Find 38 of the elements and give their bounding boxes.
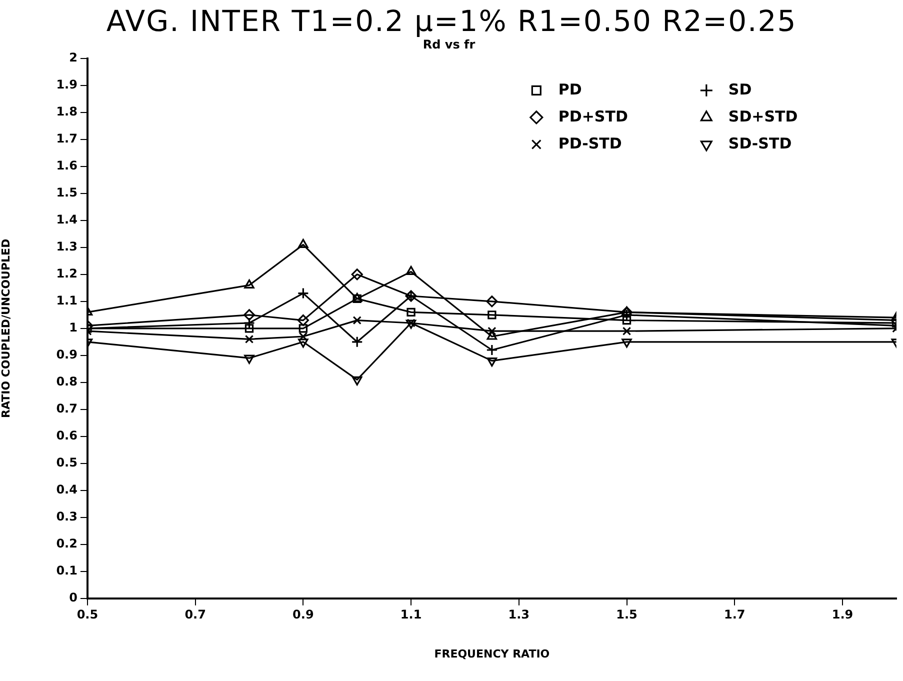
- legend-label: PD+STD: [558, 107, 628, 126]
- x-tick-label: 1.9: [832, 608, 854, 622]
- x-tick-label: 1.5: [616, 608, 638, 622]
- y-tick-label: 0: [69, 590, 78, 605]
- legend-label: PD-STD: [558, 134, 622, 152]
- y-tick-label: 1.3: [56, 240, 78, 254]
- legend-label: SD: [728, 80, 752, 98]
- y-axis-title: RATIO COUPLED/UNCOUPLED: [0, 238, 12, 418]
- y-tick-label: 1.8: [56, 104, 78, 119]
- x-tick-label: 0.9: [292, 608, 314, 622]
- x-tick-label: 1.1: [400, 608, 422, 622]
- y-tick-label: 2: [69, 50, 78, 65]
- chart-subtitle: Rd vs fr: [422, 37, 476, 52]
- y-tick-label: 1.2: [56, 266, 78, 281]
- y-tick-label: 0.8: [56, 374, 78, 389]
- y-tick-label: 1: [69, 320, 78, 335]
- legend-label: PD: [558, 80, 582, 98]
- x-tick-label: 1.7: [724, 608, 746, 622]
- x-axis-title: FREQUENCY RATIO: [434, 647, 550, 660]
- y-tick-label: 0.1: [56, 564, 78, 578]
- legend-label: SD-STD: [728, 134, 792, 152]
- y-tick-label: 0.6: [56, 428, 78, 443]
- y-tick-label: 1.1: [56, 294, 78, 308]
- y-tick-label: 0.4: [56, 482, 78, 497]
- chart-title: AVG. INTER T1=0.2 μ=1% R1=0.50 R2=0.25: [105, 4, 798, 38]
- y-tick-label: 0.5: [56, 456, 78, 470]
- y-tick-label: 1.4: [56, 212, 78, 227]
- y-tick-label: 1.9: [56, 78, 78, 92]
- x-tick-label: 1.3: [508, 608, 530, 622]
- y-tick-label: 1.5: [56, 186, 78, 200]
- y-tick-label: 1.6: [56, 158, 78, 173]
- x-tick-label: 0.7: [184, 608, 206, 622]
- y-tick-label: 0.9: [56, 348, 78, 362]
- y-tick-label: 0.7: [56, 402, 78, 416]
- y-tick-label: 0.3: [56, 510, 78, 524]
- y-tick-label: 0.2: [56, 536, 78, 551]
- y-tick-label: 1.7: [56, 132, 78, 146]
- legend-label: SD+STD: [728, 107, 798, 126]
